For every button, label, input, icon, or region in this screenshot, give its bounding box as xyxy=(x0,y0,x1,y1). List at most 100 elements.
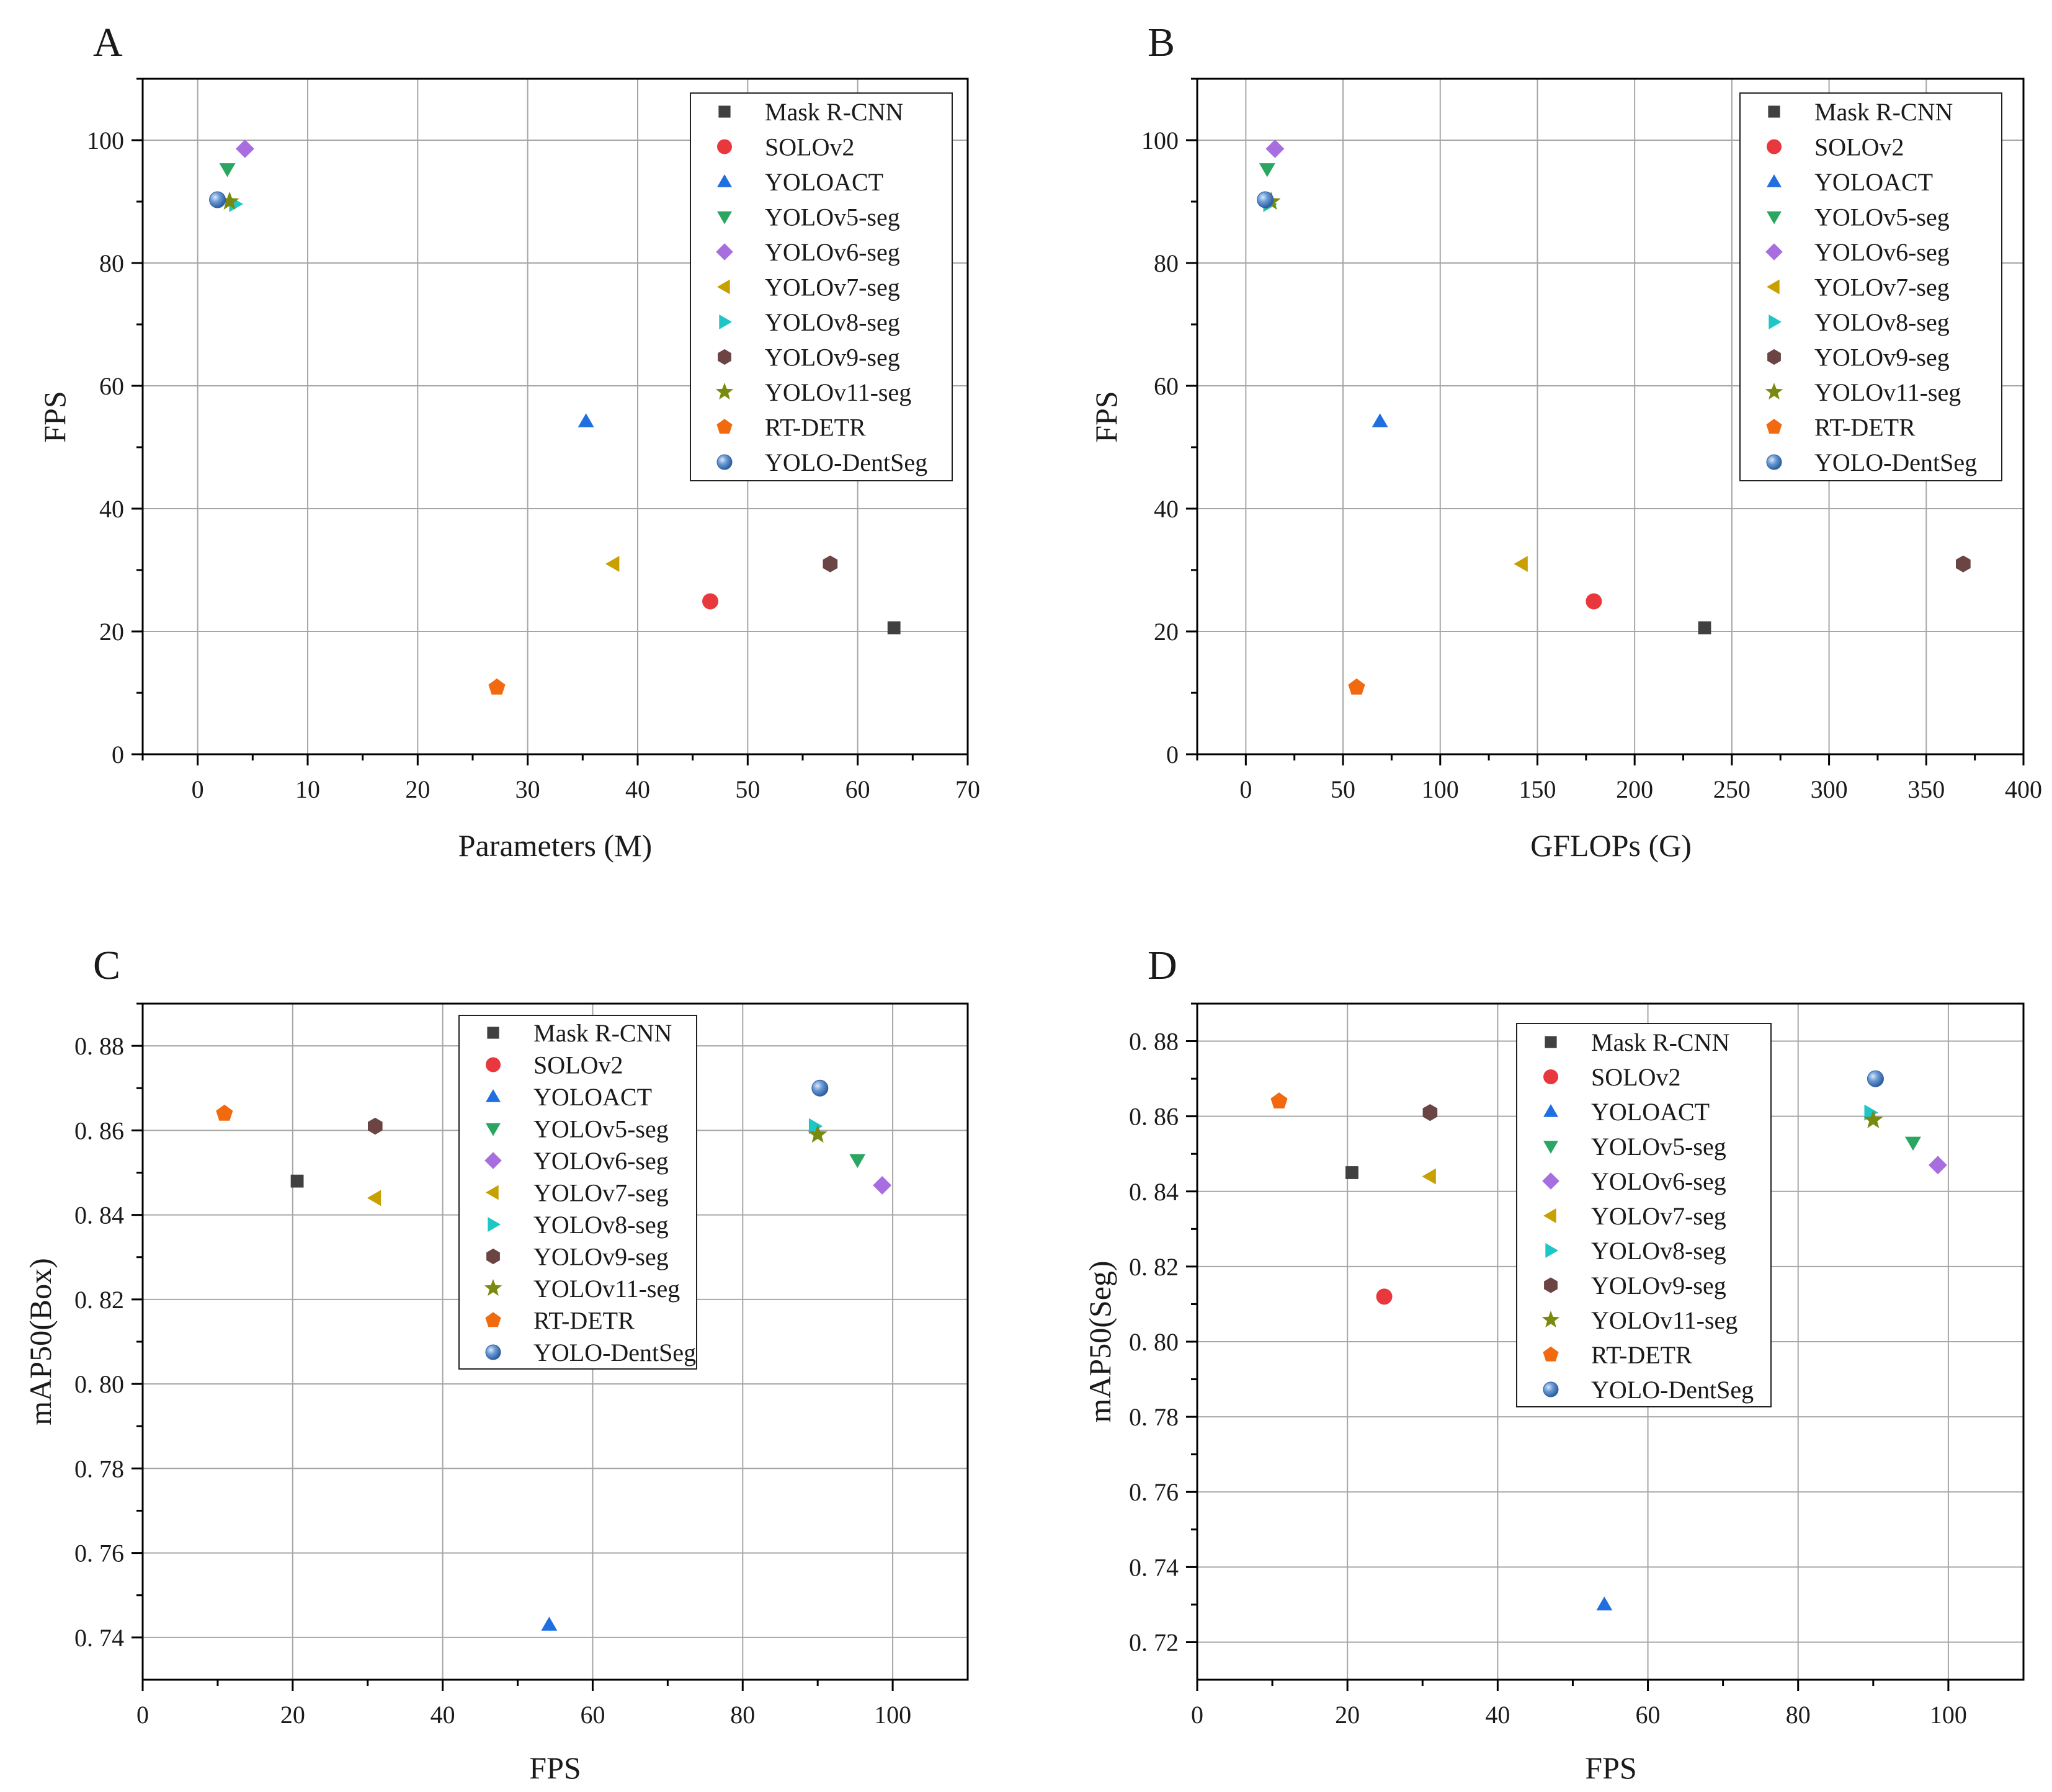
legend-label: YOLO-DentSeg xyxy=(1591,1376,1754,1404)
y-tick-label: 0. 74 xyxy=(74,1624,124,1652)
y-tick-label: 0. 88 xyxy=(1129,1028,1179,1056)
data-point-yolov11-seg xyxy=(808,1124,827,1143)
legend-label: YOLOv5-seg xyxy=(1814,203,1950,231)
legend-label: YOLOv9-seg xyxy=(533,1243,669,1271)
data-point-yoloact xyxy=(1372,413,1388,427)
y-tick-label: 0. 78 xyxy=(74,1455,124,1482)
data-point-yoloact xyxy=(1596,1596,1613,1611)
legend-box xyxy=(690,92,953,481)
x-tick-label: 60 xyxy=(580,1701,605,1729)
legend-marker-yolov11-seg xyxy=(715,383,734,400)
data-point-yolov11-seg xyxy=(220,191,239,210)
y-tick-label: 0. 80 xyxy=(74,1370,124,1398)
data-point-yolov5-seg xyxy=(1259,163,1275,177)
data-point-yolov5-seg xyxy=(1905,1136,1921,1151)
legend-marker-yolov6-seg xyxy=(1765,243,1783,261)
data-point-yolov6-seg xyxy=(1929,1156,1947,1175)
y-tick-label: 80 xyxy=(1154,249,1179,277)
data-point-yolov9-seg xyxy=(368,1117,383,1135)
legend-marker-rt-detr xyxy=(485,1312,501,1327)
data-point-mask-r-cnn xyxy=(1698,621,1711,635)
x-tick-label: 200 xyxy=(1616,775,1653,803)
legend-marker-yolov11-seg xyxy=(484,1279,502,1296)
legend-marker-solov2 xyxy=(717,139,732,154)
legend-marker-yolov8-seg xyxy=(719,314,732,329)
legend-marker-yolov9-seg xyxy=(718,349,731,365)
data-point-mask-r-cnn xyxy=(290,1174,304,1188)
y-tick-label: 0. 74 xyxy=(1129,1553,1179,1581)
data-point-yolov8-seg xyxy=(808,1118,823,1134)
legend-marker-yolov11-seg xyxy=(1765,383,1783,400)
legend-label: YOLOv7-seg xyxy=(1814,274,1950,301)
legend-label: YOLOv11-seg xyxy=(1591,1306,1738,1334)
x-tick-label: 50 xyxy=(735,775,760,803)
legend-marker-solov2 xyxy=(1767,139,1782,154)
legend-marker-yolov6-seg xyxy=(484,1152,502,1169)
legend: Mask R-CNN SOLOv2 YOLOACT YOLOv5-seg YOLOv6-… xyxy=(1516,1023,1772,1407)
legend-marker-yolo-dentseg xyxy=(1543,1381,1559,1397)
y-tick-label: 40 xyxy=(99,495,124,523)
legend-marker-solov2 xyxy=(1543,1069,1558,1084)
data-point-yolov6-seg xyxy=(236,139,254,158)
x-tick-label: 0 xyxy=(192,775,204,803)
x-axis-label: FPS xyxy=(529,1750,581,1785)
panel-label: C xyxy=(93,943,120,988)
data-point-yoloact xyxy=(541,1616,558,1631)
legend-label: YOLOACT xyxy=(765,168,883,196)
x-tick-label: 20 xyxy=(280,1701,305,1729)
legend-marker-rt-detr xyxy=(1766,419,1782,434)
x-axis-label: Parameters (M) xyxy=(458,828,652,863)
legend-label: YOLOv5-seg xyxy=(1591,1133,1726,1161)
legend-label: YOLOv6-seg xyxy=(1591,1167,1726,1195)
legend-label: Mask R-CNN xyxy=(1814,98,1953,126)
data-point-yolo-dentseg xyxy=(1867,1070,1884,1087)
x-axis-label: GFLOPs (G) xyxy=(1530,828,1692,863)
y-tick-label: 0 xyxy=(1166,741,1179,769)
y-tick-label: 20 xyxy=(1154,618,1179,646)
x-tick-label: 30 xyxy=(515,775,540,803)
data-point-yolov8-seg xyxy=(1864,1104,1878,1121)
y-tick-label: 0. 84 xyxy=(1129,1178,1179,1206)
data-point-yolov6-seg xyxy=(1265,139,1285,158)
legend-label: YOLOv6-seg xyxy=(1814,238,1950,266)
y-tick-label: 0. 80 xyxy=(1129,1328,1179,1356)
data-point-yolov7-seg xyxy=(1514,556,1528,572)
legend-label: YOLOv5-seg xyxy=(765,203,900,231)
legend-label: YOLOv6-seg xyxy=(533,1147,669,1175)
legend-label: Mask R-CNN xyxy=(765,98,903,126)
x-tick-label: 100 xyxy=(1930,1701,1967,1729)
y-tick-label: 0. 76 xyxy=(1129,1478,1179,1506)
panel-label: A xyxy=(93,20,123,65)
x-tick-label: 70 xyxy=(955,775,980,803)
legend-label: YOLOv11-seg xyxy=(765,378,911,406)
y-tick-label: 0. 78 xyxy=(1129,1403,1179,1431)
x-tick-label: 50 xyxy=(1331,775,1355,803)
data-point-yolo-dentseg xyxy=(1257,191,1274,208)
y-tick-label: 0. 82 xyxy=(74,1286,124,1314)
legend-marker-yolov5-seg xyxy=(1543,1141,1558,1154)
data-point-rt-detr xyxy=(216,1104,233,1121)
legend-label: YOLOv9-seg xyxy=(1814,344,1950,372)
y-tick-label: 60 xyxy=(99,372,124,400)
legend-marker-rt-detr xyxy=(1543,1346,1559,1362)
x-tick-label: 20 xyxy=(405,775,430,803)
panel-b: 0 50 100 150 200 250 300 350 400 0 20 40 60 80 100 GFLO… xyxy=(1089,20,2042,863)
x-tick-label: 150 xyxy=(1519,775,1556,803)
legend-marker-yolov8-seg xyxy=(488,1217,501,1232)
legend-label: YOLO-DentSeg xyxy=(1814,448,1977,476)
legend-label: RT-DETR xyxy=(533,1307,635,1335)
legend-marker-yolo-dentseg xyxy=(485,1344,501,1360)
legend-marker-mask-r-cnn xyxy=(718,105,731,118)
y-tick-label: 0 xyxy=(112,741,124,769)
data-point-yolov7-seg xyxy=(367,1190,381,1206)
legend-marker-yolov7-seg xyxy=(486,1185,499,1200)
legend-marker-yolo-dentseg xyxy=(1766,454,1782,470)
legend-label: YOLOv7-seg xyxy=(1591,1202,1726,1230)
legend-label: RT-DETR xyxy=(1591,1341,1692,1369)
y-tick-label: 60 xyxy=(1154,372,1179,400)
legend-marker-yolov11-seg xyxy=(1541,1311,1560,1328)
x-tick-label: 250 xyxy=(1713,775,1751,803)
legend-label: YOLOv11-seg xyxy=(1814,378,1961,406)
data-point-mask-r-cnn xyxy=(887,621,901,635)
legend-box xyxy=(458,1015,697,1370)
